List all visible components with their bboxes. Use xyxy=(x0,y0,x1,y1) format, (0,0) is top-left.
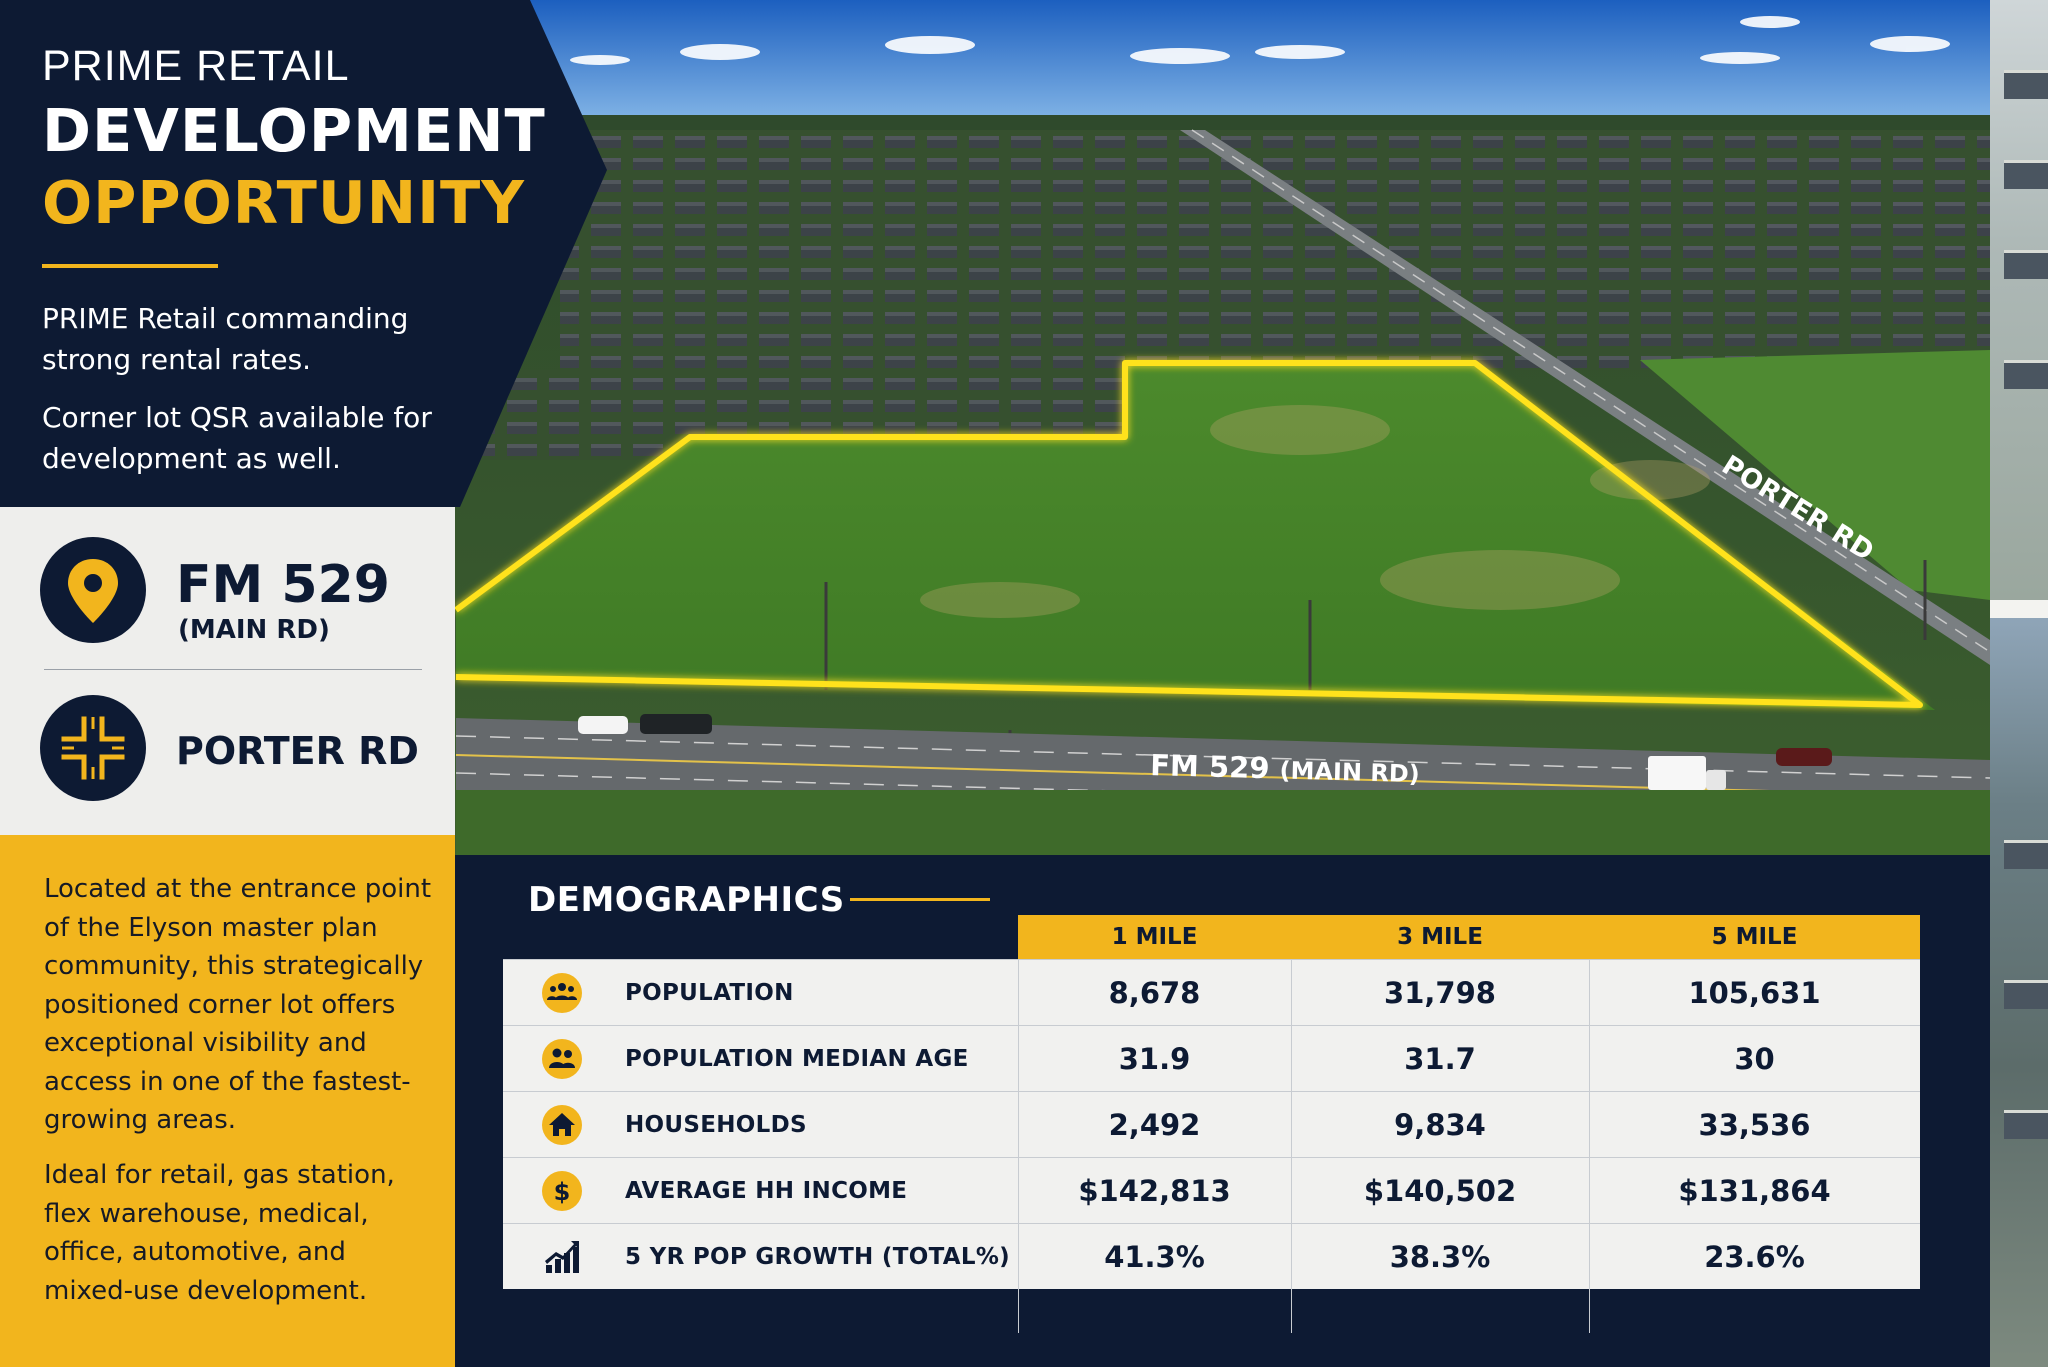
demographics-table: 1 MILE 3 MILE 5 MILE POPULATION 8,678 31… xyxy=(503,915,1920,1333)
site-boundary-outline xyxy=(454,360,1923,708)
table-row: 5 YR POP GROWTH (TOTAL%) 41.3% 38.3% 23.… xyxy=(503,1223,1920,1290)
cell-value: $131,864 xyxy=(1678,1174,1831,1208)
side-photo-roof xyxy=(2004,840,2048,869)
demographics-title-rule xyxy=(850,898,990,901)
demographics-panel: DEMOGRAPHICS 1 MILE 3 MILE 5 MILE POPULA… xyxy=(455,855,1990,1367)
road-frontage-panel: FM 529 (MAIN RD) PORTER RD xyxy=(0,507,455,835)
intersection-icon xyxy=(40,695,146,801)
fm529-map-label: FM 529 (MAIN RD) xyxy=(1150,748,1420,789)
side-photo-roof xyxy=(2004,1110,2048,1139)
page-title-line-1: DEVELOPMENT xyxy=(42,96,546,165)
table-row: POPULATION 8,678 31,798 105,631 xyxy=(503,959,1920,1026)
cell-value: 8,678 xyxy=(1108,976,1201,1010)
intro-text-qsr: Corner lot QSR available for development… xyxy=(42,401,432,475)
side-photo-gap xyxy=(1990,600,2048,618)
cell-value: 31,798 xyxy=(1384,976,1496,1010)
cell-value: 41.3% xyxy=(1104,1240,1205,1274)
cell-value: 23.6% xyxy=(1704,1240,1805,1274)
location-pin-icon xyxy=(40,537,146,643)
cell-value: 30 xyxy=(1734,1042,1775,1076)
intro-text-rental: PRIME Retail commanding strong rental ra… xyxy=(42,302,409,376)
column-header: 3 MILE xyxy=(1291,915,1589,959)
side-photo-roof xyxy=(2004,980,2048,1009)
cell-value: 38.3% xyxy=(1389,1240,1491,1274)
column-divider xyxy=(1018,959,1019,1333)
row-label: POPULATION MEDIAN AGE xyxy=(625,1046,969,1072)
side-photo-strip-top xyxy=(1990,0,2048,600)
people-pair-icon xyxy=(542,1039,582,1079)
cell-value: $140,502 xyxy=(1363,1174,1517,1208)
column-divider xyxy=(1589,959,1590,1333)
demographics-rows: POPULATION 8,678 31,798 105,631 POPULATI… xyxy=(503,959,1920,1333)
road-name-porter: PORTER RD xyxy=(176,729,419,773)
clouds xyxy=(570,16,1950,65)
row-label: POPULATION xyxy=(625,980,794,1006)
table-row: POPULATION MEDIAN AGE 31.9 31.7 30 xyxy=(503,1025,1920,1092)
cell-value: 2,492 xyxy=(1108,1108,1201,1142)
divider xyxy=(44,669,422,670)
vehicles xyxy=(578,714,1832,790)
column-header: 1 MILE xyxy=(1018,915,1291,959)
description-uses: Ideal for retail, gas station, flex ware… xyxy=(44,1160,395,1306)
page-title-line-2: OPPORTUNITY xyxy=(42,168,526,237)
people-group-icon xyxy=(542,973,582,1013)
side-photo-roof xyxy=(2004,160,2048,189)
road-subname-main-rd: (MAIN RD) xyxy=(178,615,330,645)
table-row: $ AVERAGE HH INCOME $142,813 $140,502 $1… xyxy=(503,1157,1920,1224)
side-photo-roof xyxy=(2004,360,2048,389)
cell-value: 9,834 xyxy=(1394,1108,1486,1142)
svg-text:$: $ xyxy=(554,1178,571,1206)
cell-value: 33,536 xyxy=(1698,1108,1811,1142)
description-panel: Located at the entrance point of the Ely… xyxy=(0,835,455,1367)
cell-value: 105,631 xyxy=(1688,976,1821,1010)
side-photo-roof xyxy=(2004,250,2048,279)
row-label: 5 YR POP GROWTH (TOTAL%) xyxy=(625,1244,1010,1270)
demographics-title: DEMOGRAPHICS xyxy=(528,880,845,920)
road-name-fm529: FM 529 xyxy=(176,555,390,615)
row-label: AVERAGE HH INCOME xyxy=(625,1178,908,1204)
house-icon xyxy=(542,1105,582,1145)
growth-chart-icon xyxy=(542,1237,582,1277)
title-underline xyxy=(42,264,218,268)
column-header: 5 MILE xyxy=(1589,915,1920,959)
table-row: HOUSEHOLDS 2,492 9,834 33,536 xyxy=(503,1091,1920,1158)
column-divider xyxy=(1291,959,1292,1333)
cell-value: $142,813 xyxy=(1078,1174,1231,1208)
cell-value: 31.9 xyxy=(1118,1042,1191,1076)
dollar-icon: $ xyxy=(542,1171,582,1211)
cell-value: 31.7 xyxy=(1404,1042,1476,1076)
side-photo-roof xyxy=(2004,70,2048,99)
kicker-text: PRIME RETAIL xyxy=(42,42,350,90)
row-label: HOUSEHOLDS xyxy=(625,1112,807,1138)
porter-rd-roadway xyxy=(1180,130,1990,665)
description-location: Located at the entrance point of the Ely… xyxy=(44,874,432,1135)
